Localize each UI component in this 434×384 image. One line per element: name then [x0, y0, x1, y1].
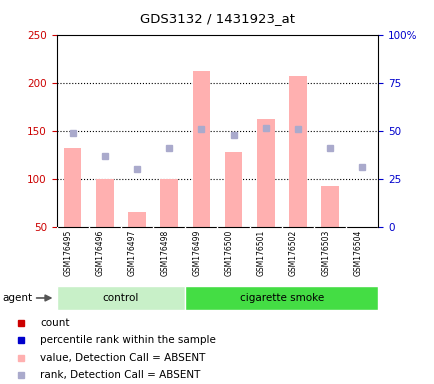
Bar [160, 179, 178, 227]
Text: GSM176503: GSM176503 [320, 230, 329, 276]
Text: GSM176501: GSM176501 [256, 230, 265, 276]
Text: GDS3132 / 1431923_at: GDS3132 / 1431923_at [140, 12, 294, 25]
Bar [96, 179, 113, 227]
Bar [289, 76, 306, 227]
Text: GSM176495: GSM176495 [63, 230, 72, 276]
Text: GSM176497: GSM176497 [128, 230, 137, 276]
Text: rank, Detection Call = ABSENT: rank, Detection Call = ABSENT [40, 370, 200, 380]
Bar [256, 119, 274, 227]
Text: GSM176499: GSM176499 [192, 230, 201, 276]
Bar [56, 286, 185, 310]
Text: GSM176502: GSM176502 [288, 230, 297, 276]
Text: agent: agent [2, 293, 32, 303]
Text: cigarette smoke: cigarette smoke [239, 293, 323, 303]
Bar [185, 286, 378, 310]
Bar [321, 186, 338, 227]
Text: percentile rank within the sample: percentile rank within the sample [40, 335, 215, 345]
Text: GSM176500: GSM176500 [224, 230, 233, 276]
Bar [64, 148, 81, 227]
Text: value, Detection Call = ABSENT: value, Detection Call = ABSENT [40, 353, 205, 362]
Bar [192, 71, 210, 227]
Bar [128, 212, 145, 227]
Text: GSM176498: GSM176498 [160, 230, 169, 276]
Bar [224, 152, 242, 227]
Text: GSM176504: GSM176504 [352, 230, 362, 276]
Text: count: count [40, 318, 69, 328]
Text: GSM176496: GSM176496 [95, 230, 105, 276]
Text: control: control [102, 293, 139, 303]
